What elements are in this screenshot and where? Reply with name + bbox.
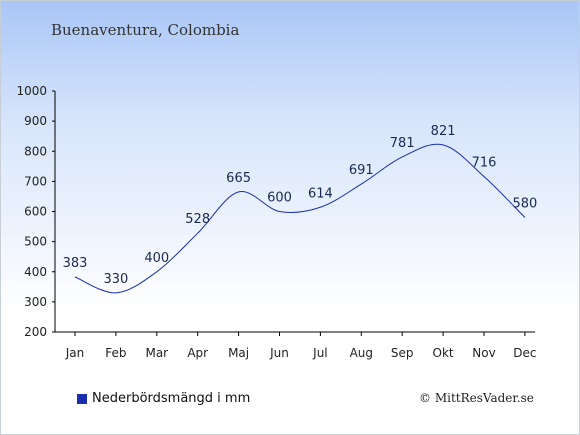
copyright-text: © MittResVader.se — [419, 391, 534, 405]
x-axis-ticks: Jan Feb Mar Apr Maj Jun Jul Aug Sep Okt Nov Dec — [65, 332, 537, 360]
chart-axes — [54, 91, 535, 333]
data-label: 716 — [472, 156, 497, 171]
data-label: 821 — [431, 124, 456, 139]
data-label: 528 — [185, 212, 210, 227]
legend: Nederbördsmängd i mm — [77, 391, 250, 406]
data-label: 691 — [349, 163, 374, 178]
x-tick-label: Aug — [350, 346, 373, 360]
y-tick-label: 300 — [24, 295, 47, 309]
data-label: 400 — [144, 251, 169, 266]
data-label: 614 — [308, 186, 333, 201]
legend-label: Nederbördsmängd i mm — [92, 391, 251, 406]
y-tick-label: 500 — [24, 235, 47, 249]
x-tick-label: Jul — [312, 346, 327, 360]
data-label: 330 — [103, 272, 128, 287]
x-tick-label: Nov — [472, 346, 495, 360]
x-tick-label: Okt — [433, 346, 454, 360]
x-tick-label: Jun — [269, 346, 289, 360]
y-tick-label: 200 — [24, 325, 47, 339]
data-label: 781 — [390, 136, 415, 151]
x-tick-label: Feb — [105, 346, 126, 360]
location-title: Buenaventura, Colombia — [51, 21, 240, 39]
x-tick-label: Maj — [228, 346, 249, 360]
y-tick-label: 700 — [24, 174, 47, 188]
y-axis-ticks: 200 300 400 500 600 700 800 900 1000 — [16, 84, 55, 339]
y-tick-label: 900 — [24, 114, 47, 128]
x-tick-label: Mar — [145, 346, 168, 360]
x-tick-label: Jan — [65, 346, 85, 360]
data-label: 580 — [512, 197, 537, 212]
y-tick-label: 400 — [24, 265, 47, 279]
x-tick-label: Apr — [187, 346, 208, 360]
x-tick-label: Dec — [513, 346, 536, 360]
data-label: 383 — [63, 256, 88, 271]
legend-swatch — [77, 393, 87, 404]
y-tick-label: 1000 — [16, 84, 47, 98]
data-label: 665 — [226, 171, 251, 186]
data-label: 600 — [267, 191, 292, 206]
y-tick-label: 600 — [24, 205, 47, 219]
x-tick-label: Sep — [391, 346, 414, 360]
series-line — [74, 143, 526, 294]
y-tick-label: 800 — [24, 144, 47, 158]
data-labels: 383 330 400 528 665 600 614 691 781 821 716 580 — [63, 124, 538, 287]
